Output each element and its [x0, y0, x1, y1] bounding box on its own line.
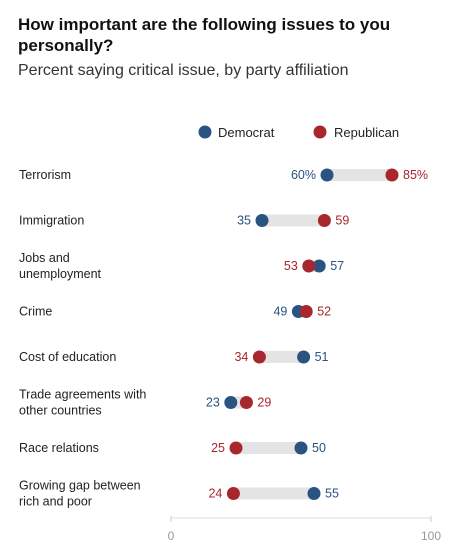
gap-bar-race-relations	[236, 442, 301, 454]
democrat-value-label-growing-gap-between-rich-and-poor: 55	[325, 487, 339, 501]
republican-dot-race-relations	[229, 441, 243, 455]
democrat-dot-trade-agreements-with-other-countries	[224, 396, 238, 409]
republican-dot-growing-gap-between-rich-and-poor	[226, 487, 240, 500]
democrat-dot-immigration	[255, 214, 269, 227]
x-tick-label-100: 100	[421, 529, 441, 543]
democrat-dot-jobs-and-unemployment	[312, 259, 326, 273]
chart-title: How important are the following issues t…	[18, 15, 391, 55]
republican-value-label-trade-agreements-with-other-countries: 29	[257, 396, 271, 410]
democrat-dot-cost-of-education	[297, 350, 311, 364]
gap-bar-immigration	[262, 214, 325, 227]
democrat-dot-growing-gap-between-rich-and-poor	[307, 487, 321, 500]
category-label-jobs-and-unemployment-line2: unemployment	[19, 267, 102, 281]
democrat-value-label-crime: 49	[273, 305, 287, 319]
category-label-crime: Crime	[19, 305, 52, 319]
republican-dot-jobs-and-unemployment	[302, 259, 316, 273]
democrat-value-label-jobs-and-unemployment: 57	[330, 259, 344, 273]
republican-dot-cost-of-education	[252, 350, 266, 364]
republican-dot-crime	[299, 305, 313, 318]
democrat-value-label-cost-of-education: 51	[315, 350, 329, 364]
republican-dot-trade-agreements-with-other-countries	[239, 396, 253, 409]
democrat-value-label-terrorism: 60%	[291, 168, 316, 182]
category-label-growing-gap-between-rich-and-poor-line1: Growing gap between	[19, 479, 141, 493]
republican-dot-terrorism	[385, 168, 399, 182]
category-label-trade-agreements-with-other-countries-line1: Trade agreements with	[19, 388, 146, 402]
republican-value-label-jobs-and-unemployment: 53	[284, 259, 298, 273]
democrat-value-label-immigration: 35	[237, 214, 251, 228]
republican-dot-immigration	[317, 214, 331, 227]
category-label-trade-agreements-with-other-countries-line2: other countries	[19, 404, 102, 418]
republican-value-label-race-relations: 25	[211, 441, 225, 455]
legend-democrat-label: Democrat	[218, 125, 275, 140]
democrat-dot-race-relations	[294, 441, 308, 455]
republican-value-label-immigration: 59	[335, 214, 349, 228]
chart-subtitle: Percent saying critical issue, by party …	[18, 62, 349, 79]
legend-republican-marker	[313, 125, 327, 139]
republican-value-label-cost-of-education: 34	[234, 350, 248, 364]
category-label-cost-of-education: Cost of education	[19, 350, 116, 364]
republican-value-label-terrorism: 85%	[403, 168, 428, 182]
democrat-value-label-trade-agreements-with-other-countries: 23	[206, 396, 220, 410]
category-label-immigration: Immigration	[19, 214, 84, 228]
category-label-growing-gap-between-rich-and-poor-line2: rich and poor	[19, 495, 92, 509]
democrat-value-label-race-relations: 50	[312, 441, 326, 455]
gap-bar-growing-gap-between-rich-and-poor	[233, 487, 314, 500]
gap-bar-cost-of-education	[259, 351, 304, 363]
democrat-dot-terrorism	[320, 168, 334, 182]
x-tick-label-0: 0	[168, 529, 175, 543]
category-label-race-relations: Race relations	[19, 441, 99, 455]
category-label-terrorism: Terrorism	[19, 168, 71, 182]
category-label-jobs-and-unemployment-line1: Jobs and	[19, 251, 70, 265]
republican-value-label-crime: 52	[317, 305, 331, 319]
legend-republican-label: Republican	[334, 125, 399, 140]
republican-value-label-growing-gap-between-rich-and-poor: 24	[208, 487, 222, 501]
legend-democrat-marker	[198, 125, 212, 139]
gap-bar-terrorism	[327, 169, 392, 181]
